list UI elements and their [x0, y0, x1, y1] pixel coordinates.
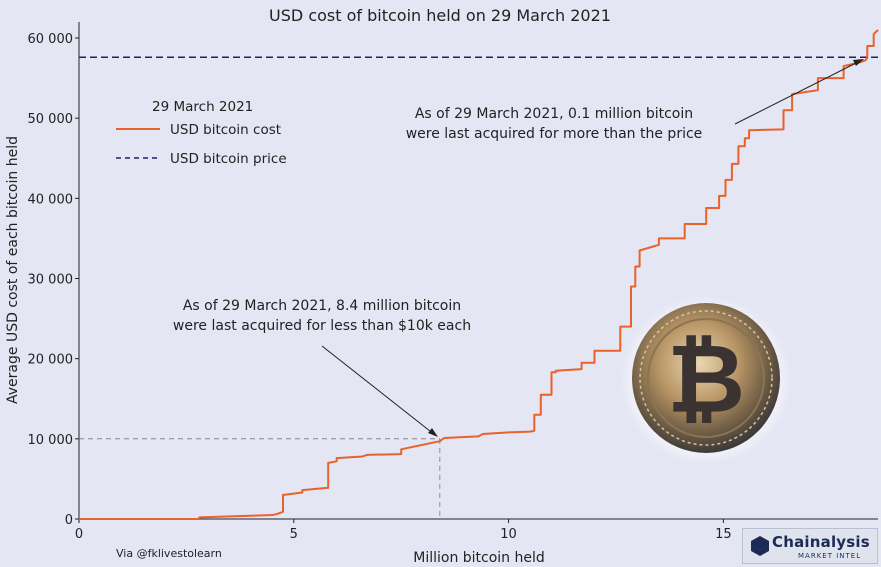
x-tick-label: 15: [715, 527, 732, 542]
annotation-high-line-2: were last acquired for more than the pri…: [406, 126, 703, 142]
annotation-low: As of 29 March 2021, 8.4 million bitcoin…: [173, 298, 471, 437]
x-tick-label: 0: [75, 527, 83, 542]
chainalysis-hexagon-icon: [751, 536, 769, 556]
y-tick-label: 0: [65, 513, 73, 528]
y-tick-label: 50 000: [28, 112, 74, 127]
y-tick-label: 10 000: [28, 433, 74, 448]
annotation-low-arrow: [321, 345, 436, 436]
bitcoin-symbol-icon: ₿: [667, 323, 745, 435]
logo-name: Chainalysis: [772, 533, 870, 551]
y-tick-label: 60 000: [28, 32, 74, 47]
annotation-high-arrow: [734, 60, 861, 125]
y-tick-label: 30 000: [28, 273, 74, 288]
annotation-low-line-2: were last acquired for less than $10k ea…: [173, 318, 471, 334]
cost-line-group: [79, 29, 879, 520]
x-axis-label: Million bitcoin held: [413, 550, 545, 566]
y-axis-label: Average USD cost of each bitcoin held: [5, 136, 21, 404]
annotation-low-line-1: As of 29 March 2021, 8.4 million bitcoin: [183, 298, 461, 314]
axes: 0 10 000 20 000 30 000 40 000 50 000 60 000 0 5 1…: [28, 22, 878, 542]
logo-sub: MARKET INTEL: [798, 552, 862, 560]
legend-entry-price: USD bitcoin price: [170, 151, 287, 167]
x-tick-label: 10: [500, 527, 517, 542]
annotation-low-arrowhead: [428, 428, 438, 437]
credit-text: Via @fklivestolearn: [116, 547, 222, 560]
legend-title: 29 March 2021: [152, 99, 253, 115]
y-tick-label: 40 000: [28, 192, 74, 207]
y-tick-label: 20 000: [28, 353, 74, 368]
legend: 29 March 2021 USD bitcoin cost USD bitco…: [116, 99, 287, 167]
annotation-high-line-1: As of 29 March 2021, 0.1 million bitcoin: [415, 106, 693, 122]
bitcoin-coin-image: ₿: [620, 295, 792, 465]
reference-lines: [79, 438, 441, 519]
cost-line: [79, 29, 879, 520]
x-tick-label: 5: [290, 527, 298, 542]
legend-entry-cost: USD bitcoin cost: [170, 122, 281, 138]
chainalysis-logo: Chainalysis MARKET INTEL: [742, 528, 878, 564]
chart-title: USD cost of bitcoin held on 29 March 202…: [269, 6, 611, 25]
annotation-high: As of 29 March 2021, 0.1 million bitcoin…: [406, 59, 864, 142]
annotation-high-arrowhead: [853, 59, 864, 66]
